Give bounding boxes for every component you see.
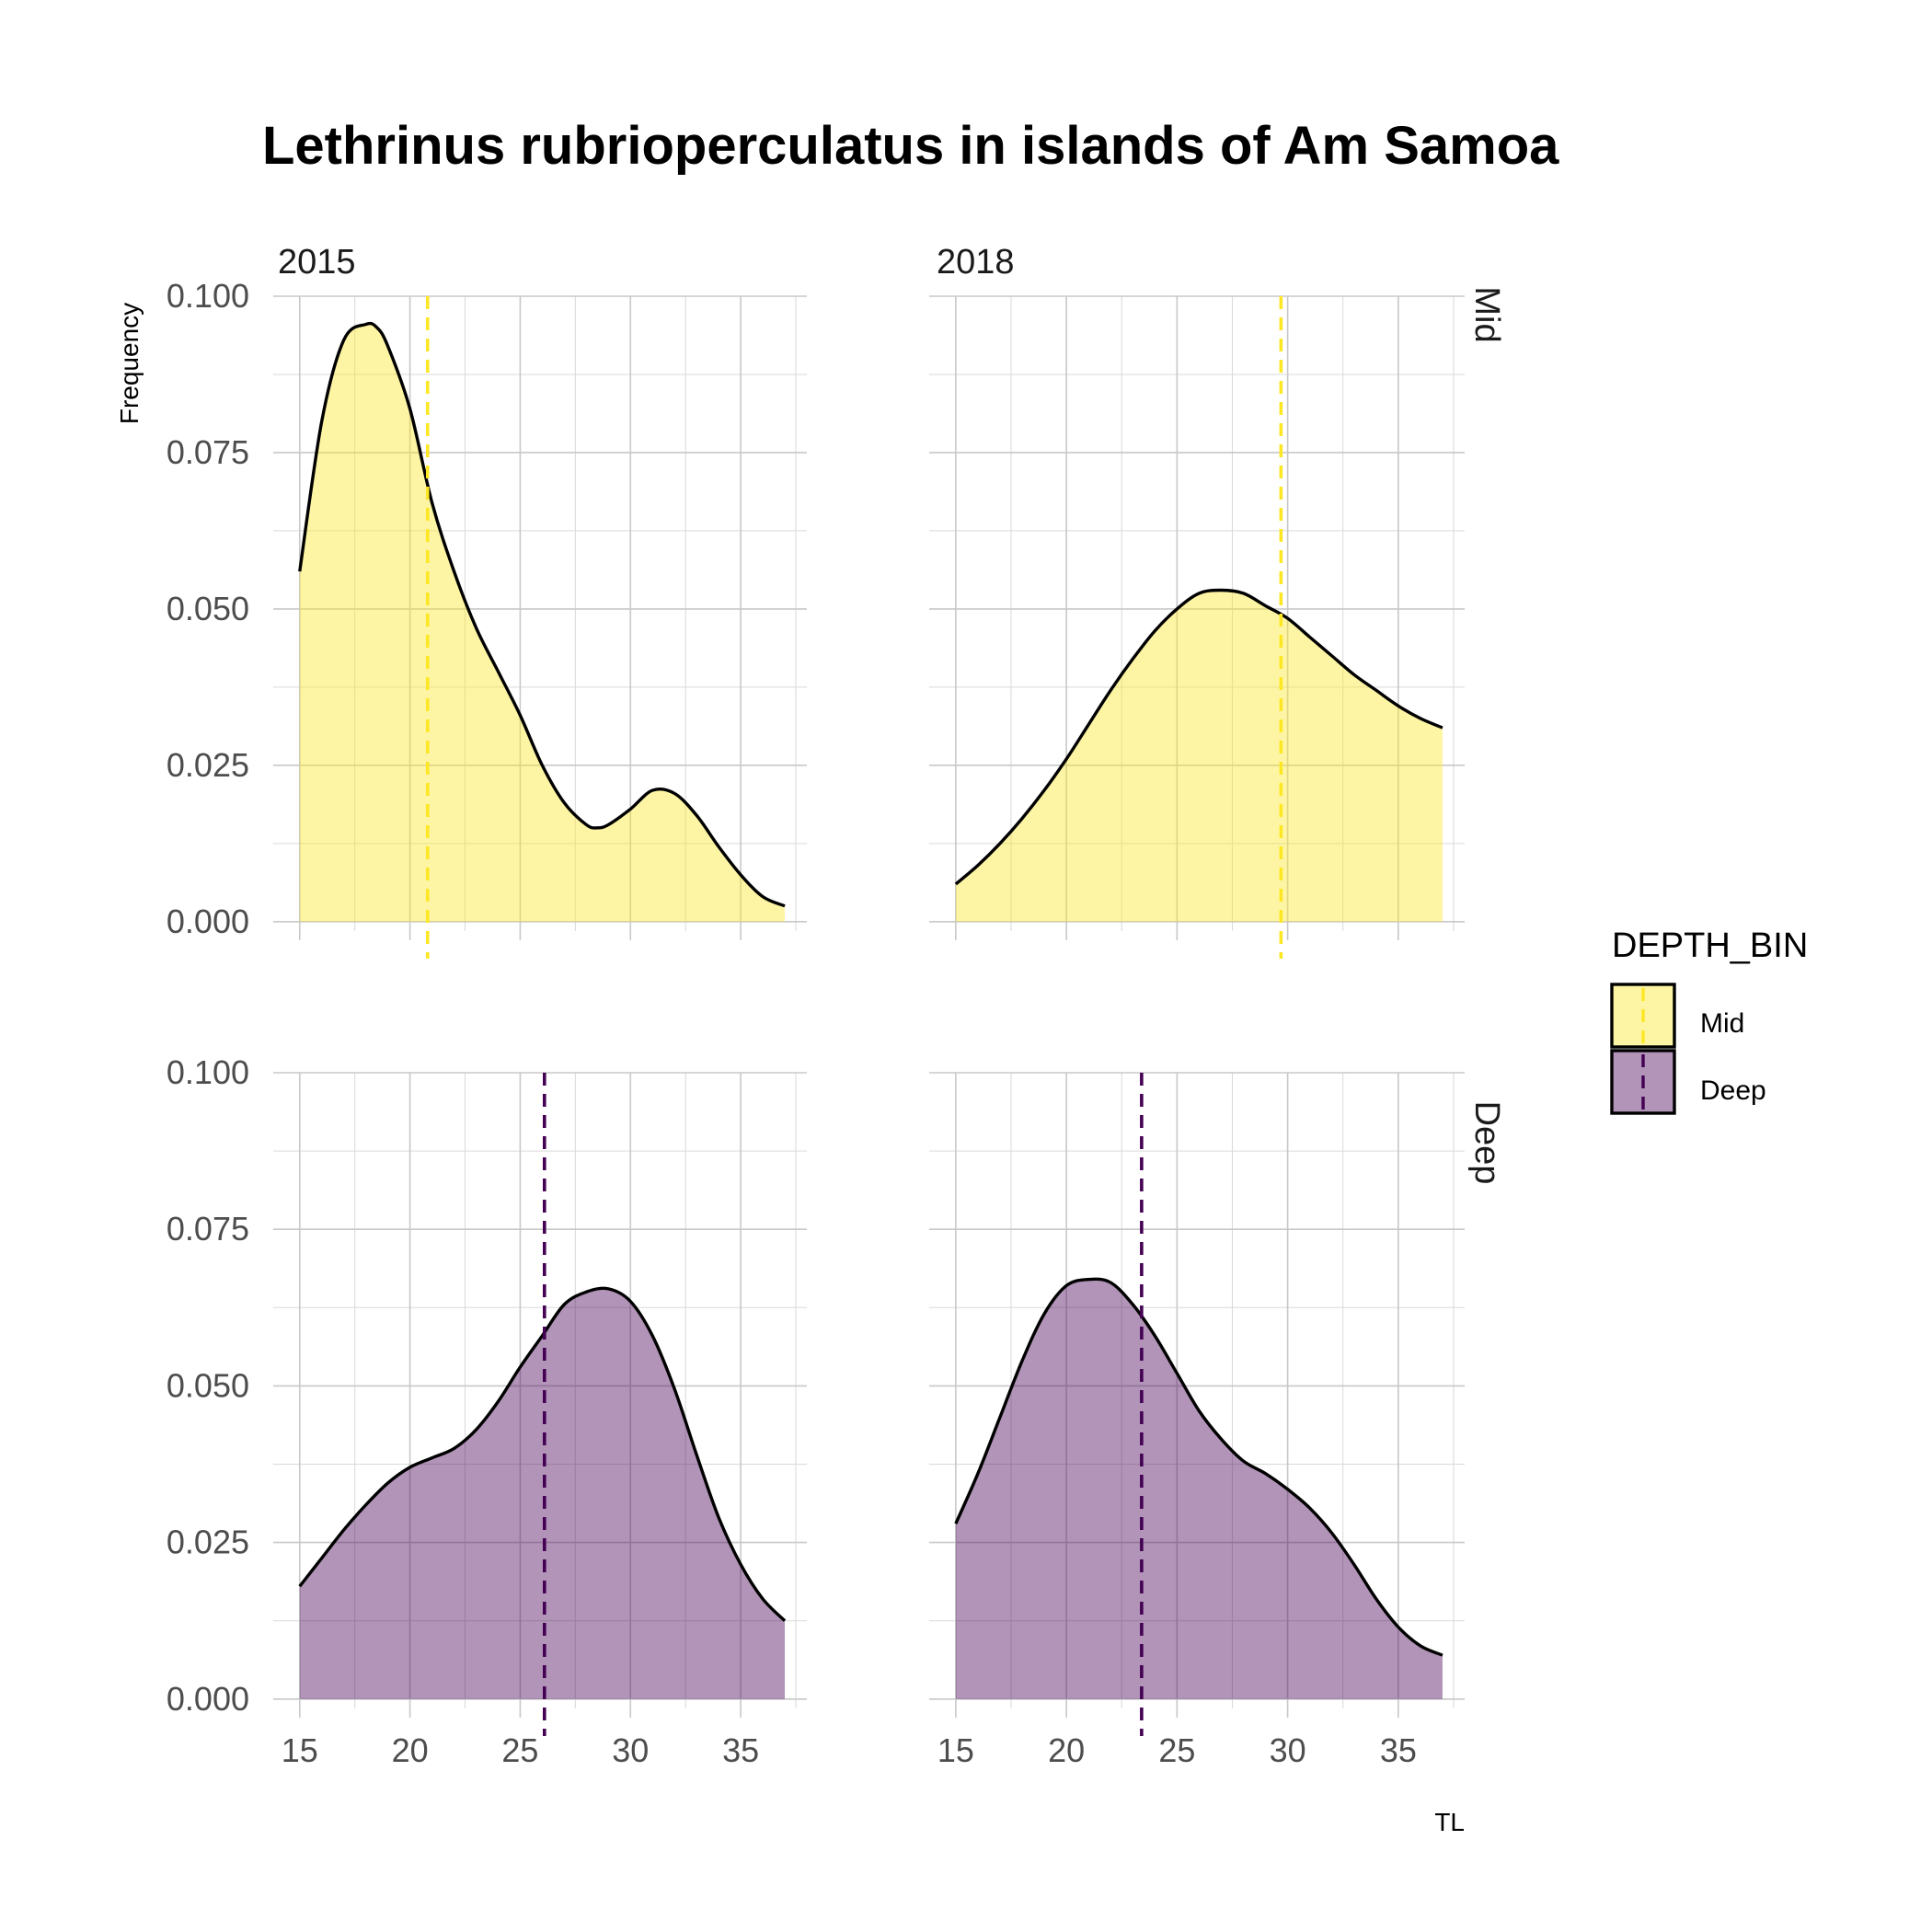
x-tick-label: 15 [937,1731,974,1769]
x-tick-label: 20 [1048,1731,1085,1769]
x-axis-label: TL [1434,1808,1465,1836]
y-tick-label: 0.075 [167,1210,249,1248]
legend-keys [1610,983,1676,1115]
y-tick-label: 0.075 [167,433,249,471]
x-tick-label: 35 [722,1731,759,1769]
x-tick-label: 30 [612,1731,649,1769]
facet-panels: 0.000 0.025 0.050 0.075 0.100 0.000 0.025 0.050… [167,277,1465,1769]
x-tick-label: 35 [1380,1731,1417,1769]
strip-label-2015: 2015 [278,243,356,282]
strip-label-deep: Deep [1467,1101,1506,1185]
legend-title: DEPTH_BIN [1612,926,1808,965]
legend-label-mid: Mid [1700,1008,1744,1039]
density-line [298,321,786,908]
panel-2015-mid: 0.000 0.025 0.050 0.075 0.100 [167,277,807,959]
x-tick-label: 25 [1158,1731,1195,1769]
density-area-mid [299,323,786,922]
y-tick-label: 0.050 [167,590,249,627]
density-area-mid [955,590,1443,922]
y-tick-label: 0.025 [167,1524,249,1561]
density-area-deep [955,1279,1443,1699]
panel-2018-mid [929,295,1465,959]
panel-2018-deep: 15 20 25 30 35 [929,1072,1465,1769]
y-axis-label: Frequency [115,303,144,424]
density-line [954,588,1443,886]
y-tick-label: 0.000 [167,1680,249,1718]
legend-label-deep: Deep [1700,1075,1766,1106]
y-tick-label: 0.000 [167,903,249,940]
y-tick-label: 0.025 [167,746,249,784]
density-line [954,1277,1443,1657]
y-tick-label: 0.100 [167,277,249,315]
density-line [298,1286,787,1622]
x-tick-label: 15 [282,1731,318,1769]
x-tick-label: 20 [392,1731,429,1769]
legend: DEPTH_BIN Mid Deep [1610,926,1808,1115]
strip-label-2018: 2018 [937,243,1015,282]
strip-label-mid: Mid [1467,286,1506,342]
y-tick-label: 0.050 [167,1366,249,1404]
x-tick-label: 25 [501,1731,538,1769]
y-tick-label: 0.100 [167,1053,249,1091]
density-area-deep [299,1288,786,1699]
x-tick-label: 30 [1270,1731,1306,1769]
chart-title: Lethrinus rubrioperculatus in islands of… [262,116,1559,176]
panel-2015-deep: 0.000 0.025 0.050 0.075 0.100 15 20 25 30 35 [167,1053,807,1769]
